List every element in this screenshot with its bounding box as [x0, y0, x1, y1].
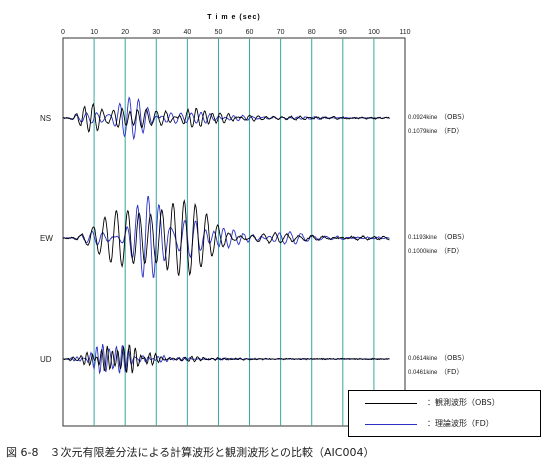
- grid-lines: [93, 38, 375, 426]
- obs-tag-label: （OBS）: [440, 354, 469, 362]
- x-tick-label: 80: [308, 29, 316, 36]
- legend-item-obs: ：観測波形（OBS）: [365, 396, 535, 410]
- obs-peak-label: 0.1193kine: [408, 235, 438, 241]
- component-label: NS: [40, 114, 51, 123]
- x-axis-ticks: 0 10 20 30 40 50 60 70 80 90 100 110: [61, 29, 411, 36]
- component-label: UD: [40, 355, 52, 364]
- x-tick-label: 60: [246, 29, 254, 36]
- x-tick-label: 10: [90, 29, 98, 36]
- fd-tag-label: （FD）: [440, 368, 463, 376]
- fd-tag-label: （FD）: [440, 127, 463, 135]
- obs-tag-label: （OBS）: [440, 113, 469, 121]
- x-tick-label: 50: [215, 29, 223, 36]
- legend: ：観測波形（OBS） ：理論波形（FD）: [348, 390, 541, 437]
- x-tick-label: 100: [368, 29, 380, 36]
- fd-tag-label: （FD）: [440, 247, 463, 255]
- obs-tag-label: （OBS）: [440, 233, 469, 241]
- ud-obs-trace: [62, 344, 390, 374]
- ew-obs-trace: [62, 199, 390, 277]
- legend-label-obs: ：観測波形（OBS）: [427, 398, 500, 407]
- plot-frame: [62, 37, 406, 427]
- x-tick-label: 20: [121, 29, 129, 36]
- legend-item-fd: ：理論波形（FD）: [365, 417, 535, 431]
- x-tick-label: 70: [277, 29, 285, 36]
- x-tick-label: 110: [399, 29, 410, 36]
- obs-peak-label: 0.0924kine: [408, 115, 438, 121]
- x-tick-label: 90: [339, 29, 347, 36]
- x-tick-label: 40: [183, 29, 191, 36]
- ns-obs-trace: [63, 102, 390, 133]
- fd-peak-label: 0.1000kine: [408, 249, 438, 255]
- waveform-traces: [62, 96, 390, 375]
- x-axis-title: T i m e (sec): [207, 14, 260, 21]
- component-label: EW: [40, 234, 53, 243]
- legend-line-fd: [365, 424, 417, 425]
- x-tick-label: 0: [61, 29, 65, 36]
- component-labels: NS 0.0924kine （OBS）0.1079kine （FD）EW 0.1193k…: [40, 113, 469, 376]
- x-tick-label: 30: [152, 29, 160, 36]
- legend-label-fd: ：理論波形（FD）: [427, 419, 494, 428]
- obs-peak-label: 0.0614kine: [408, 356, 438, 362]
- figure-caption: 図 6-8 ３次元有限差分法による計算波形と観測波形との比較（AIC004）: [6, 446, 375, 459]
- legend-line-obs: [365, 403, 417, 404]
- fd-peak-label: 0.0461kine: [408, 370, 438, 376]
- fd-peak-label: 0.1079kine: [408, 129, 438, 135]
